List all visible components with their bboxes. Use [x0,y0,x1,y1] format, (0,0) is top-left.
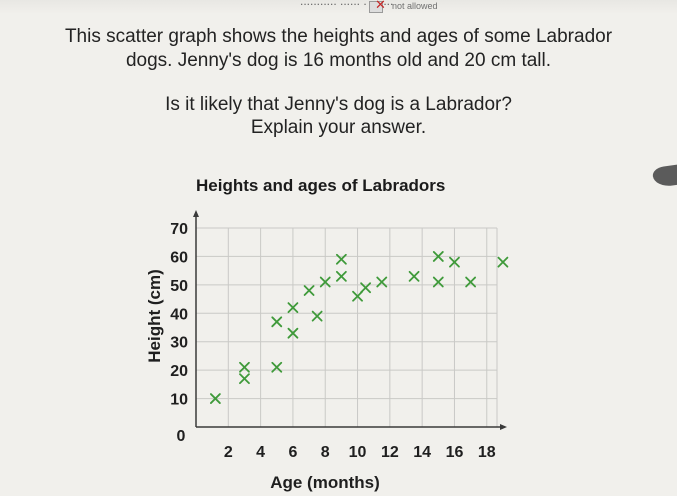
data-point [449,256,460,268]
data-point-stroke [465,276,477,288]
data-point [303,285,315,296]
data-point [209,393,221,404]
cross-icon: ✕ [375,0,386,12]
data-point-stroke [360,282,372,294]
data-point-stroke [432,276,444,288]
x-tick-label: 2 [224,444,233,461]
question-line-4: Explain your answer. [250,117,427,138]
data-point-stroke [432,251,444,262]
data-point-stroke [497,256,509,268]
question-line-3: Is it likely that Jenny's dog is a Labra… [165,94,512,115]
data-point-stroke [239,373,250,385]
y-axis-arrow [193,210,199,217]
data-point [287,327,299,339]
chart-title: Heights and ages of Labradors [196,176,446,195]
y-tick-label: 60 [170,249,188,266]
data-point [271,316,283,328]
data-point-stroke [271,361,283,373]
x-tick-label: 12 [381,444,399,461]
data-point-stroke [408,270,420,282]
not-allowed-label: not allowed [392,1,438,11]
x-axis-label: Age (months) [270,473,380,492]
data-point [335,253,347,265]
data-point [465,276,477,288]
data-point [497,256,509,268]
data-point-stroke [287,327,299,339]
x-tick-label: 16 [446,444,464,461]
data-point [432,276,444,288]
question-line-2: dogs. Jenny's dog is 16 months old and 2… [125,50,552,71]
top-strip [0,0,677,14]
data-point [271,361,283,373]
data-point [239,373,250,385]
data-point [352,290,363,302]
data-point-stroke [303,285,315,296]
data-point-stroke [319,276,331,288]
data-point-stroke [311,310,323,322]
data-point [311,310,323,322]
data-point-stroke [352,290,363,302]
y-tick-label: 40 [170,306,188,323]
data-point [360,282,372,294]
data-point [432,251,444,262]
data-point-stroke [449,256,460,268]
data-point-stroke [209,393,221,404]
x-tick-label: 10 [349,444,367,461]
data-point-stroke [335,270,347,282]
data-point-stroke [271,316,283,328]
data-point [287,302,299,314]
grid [196,227,498,427]
data-point [239,361,250,373]
x-tick-label: 18 [478,444,496,461]
data-point [319,276,331,288]
x-tick-label: 4 [256,444,265,461]
data-point [335,270,347,282]
x-tick-label: 8 [321,444,330,461]
data-point-stroke [376,276,388,288]
data-point [408,270,420,282]
data-point-stroke [239,361,250,373]
y-tick-label: 30 [170,335,188,352]
data-points [209,251,509,404]
tick-labels: 0 2 4 6 8 10 12 14 16 18 10 20 30 40 50 60 70 [170,221,496,461]
calculator-icon [369,1,383,13]
x-tick-label: 0 [177,428,186,445]
x-axis-arrow [500,424,507,430]
axes [193,210,507,430]
cutoff-text: ........... ...... . . ..... [300,0,394,8]
y-tick-label: 10 [170,392,188,409]
x-tick-label: 6 [288,444,297,461]
data-point-stroke [287,302,299,314]
y-tick-label: 50 [170,278,188,295]
y-axis-label: Height (cm) [145,269,164,363]
data-point [376,276,388,288]
question-line-1: This scatter graph shows the heights and… [64,26,613,47]
data-point-stroke [335,253,347,265]
y-tick-label: 70 [170,221,188,238]
x-tick-label: 14 [413,444,431,461]
y-tick-label: 20 [170,363,188,380]
